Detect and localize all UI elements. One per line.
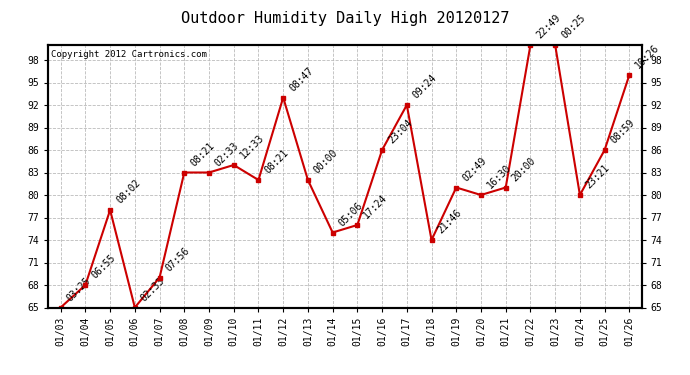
Text: 05:06: 05:06	[337, 201, 364, 228]
Text: 02:33: 02:33	[139, 276, 167, 303]
Text: 00:00: 00:00	[312, 148, 340, 176]
Text: 16:30: 16:30	[485, 163, 513, 191]
Text: 23:21: 23:21	[584, 163, 612, 191]
Text: 23:04: 23:04	[386, 118, 414, 146]
Text: 06:55: 06:55	[90, 253, 117, 281]
Text: 20:00: 20:00	[510, 156, 538, 183]
Text: 08:21: 08:21	[188, 141, 216, 168]
Text: 08:02: 08:02	[115, 178, 142, 206]
Text: 12:33: 12:33	[238, 133, 266, 161]
Text: 10:26: 10:26	[633, 43, 661, 71]
Text: 07:56: 07:56	[164, 246, 192, 273]
Text: 22:49: 22:49	[535, 13, 562, 41]
Text: 21:46: 21:46	[435, 208, 464, 236]
Text: 09:24: 09:24	[411, 73, 439, 101]
Text: Outdoor Humidity Daily High 20120127: Outdoor Humidity Daily High 20120127	[181, 11, 509, 26]
Text: Copyright 2012 Cartronics.com: Copyright 2012 Cartronics.com	[51, 50, 207, 59]
Text: 02:33: 02:33	[213, 141, 241, 168]
Text: 17:24: 17:24	[362, 193, 389, 221]
Text: 00:25: 00:25	[560, 13, 587, 41]
Text: 03:25: 03:25	[65, 276, 92, 303]
Text: 08:21: 08:21	[263, 148, 290, 176]
Text: 08:47: 08:47	[287, 66, 315, 93]
Text: 02:49: 02:49	[460, 156, 489, 183]
Text: 08:59: 08:59	[609, 118, 637, 146]
